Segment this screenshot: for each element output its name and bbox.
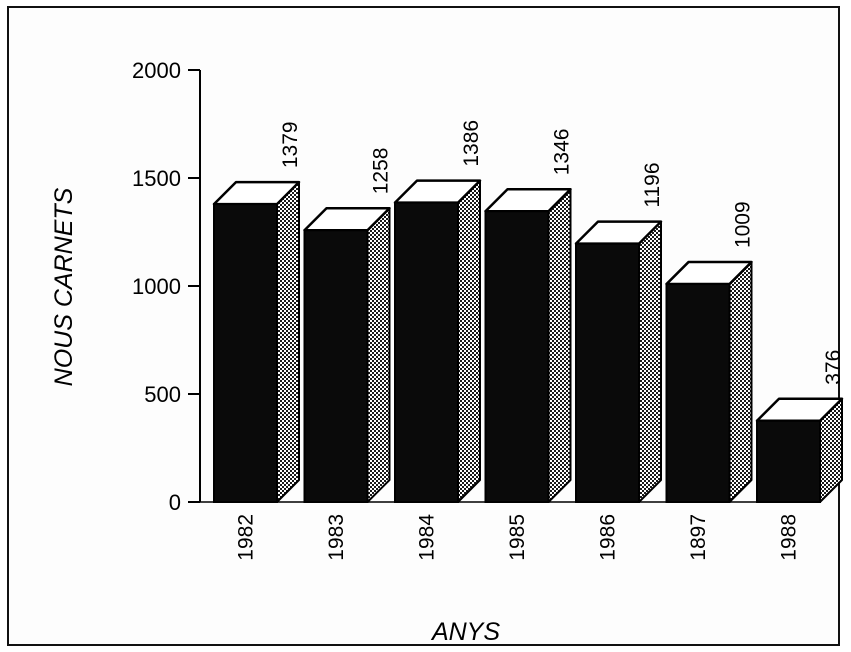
y-tick-label: 500 bbox=[144, 382, 181, 407]
bar-front-face bbox=[213, 203, 278, 504]
x-tick-label: 1984 bbox=[416, 514, 439, 561]
bar bbox=[484, 188, 572, 503]
bar-front-face bbox=[303, 229, 369, 503]
bar bbox=[574, 220, 663, 503]
bar-value-label: 1258 bbox=[370, 148, 393, 195]
bar-side-face bbox=[457, 179, 481, 503]
y-tick-label: 0 bbox=[169, 490, 181, 515]
y-axis: 0 500 1000 1500 2000 bbox=[132, 58, 201, 515]
y-tick-label: 1500 bbox=[132, 166, 181, 191]
bar-front-face bbox=[665, 283, 731, 503]
bar-value-label: 1346 bbox=[551, 129, 574, 176]
bar-value-label: 1196 bbox=[641, 162, 664, 207]
bar bbox=[665, 260, 753, 503]
x-tick-label: 1983 bbox=[325, 514, 348, 561]
bar-front-face bbox=[484, 210, 550, 503]
bar-value-label: 1379 bbox=[279, 121, 302, 168]
x-tick-label: 1982 bbox=[235, 514, 258, 561]
x-tick-label: 1988 bbox=[778, 514, 801, 561]
x-tick-label: 1897 bbox=[687, 514, 710, 561]
y-axis-label: NOUS CARNETS bbox=[50, 187, 78, 386]
x-tick-label: 1986 bbox=[597, 514, 620, 561]
x-axis-label: ANYS bbox=[430, 618, 500, 646]
bar bbox=[755, 397, 844, 503]
y-tick-label: 2000 bbox=[132, 58, 181, 83]
bar-side-face bbox=[728, 261, 753, 503]
bars: 1379 1258 1386 1346 1196 1009 376 bbox=[200, 120, 845, 504]
bar-front-face bbox=[756, 419, 821, 503]
bar-value-label: 1009 bbox=[732, 201, 755, 248]
bar bbox=[212, 180, 301, 504]
bar-value-label: 376 bbox=[822, 350, 845, 385]
bar bbox=[303, 207, 391, 503]
bar bbox=[393, 179, 482, 503]
bar-side-face bbox=[547, 188, 572, 503]
bar-side-face bbox=[638, 220, 662, 503]
bar-front-face bbox=[575, 242, 640, 503]
bar-side-face bbox=[366, 207, 391, 503]
bar-value-label: 1386 bbox=[460, 120, 483, 167]
y-tick-label: 1000 bbox=[132, 274, 181, 299]
bar-front-face bbox=[394, 201, 459, 503]
bar-side-face bbox=[276, 181, 300, 503]
x-tick-label: 1985 bbox=[506, 514, 529, 561]
x-tick-labels: 1982 1983 1984 1985 1986 1897 1988 bbox=[235, 514, 801, 561]
